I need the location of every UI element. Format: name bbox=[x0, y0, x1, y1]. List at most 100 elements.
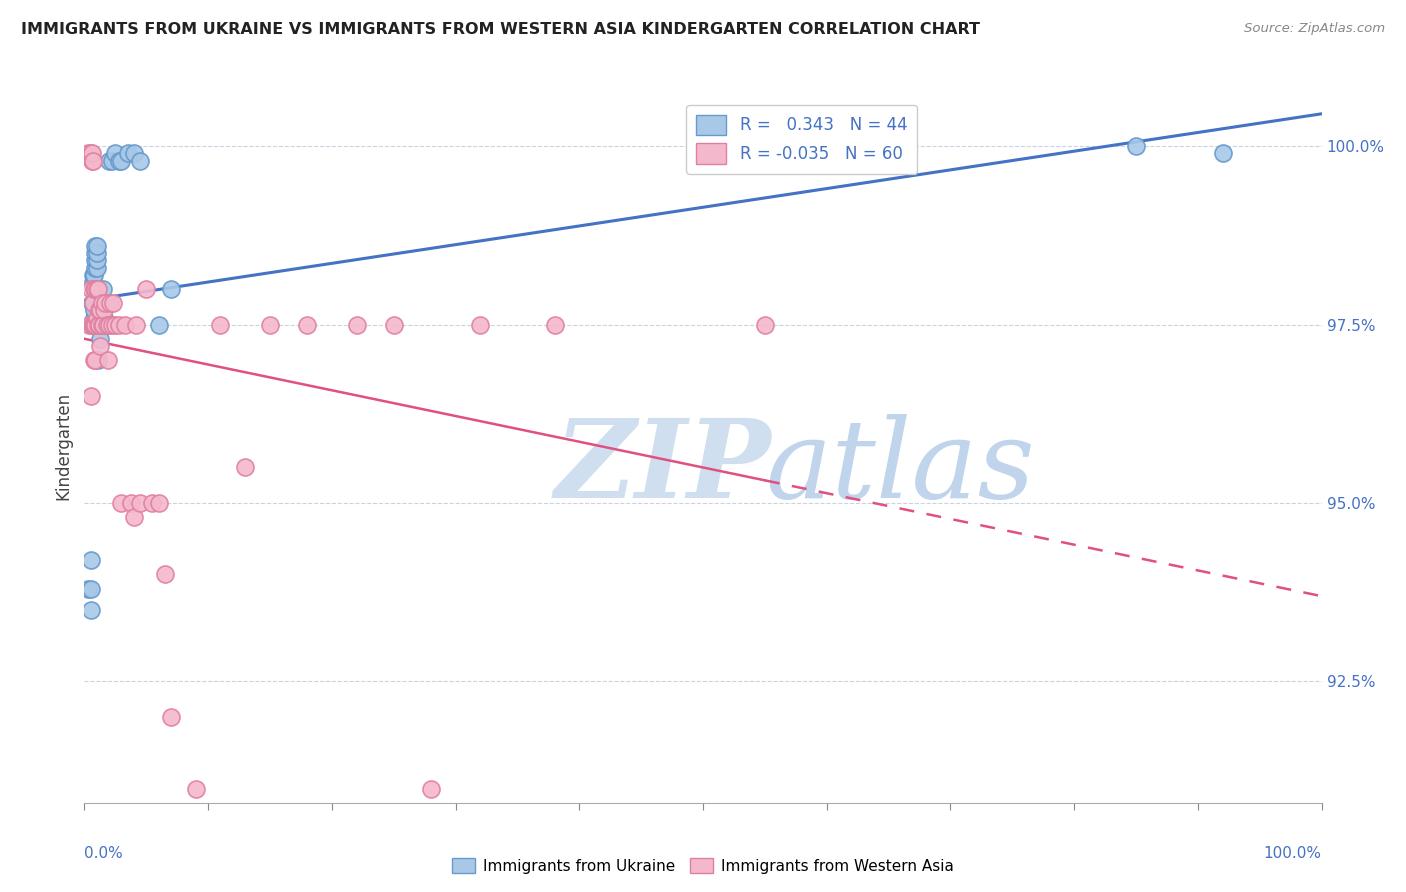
Point bbox=[91, 282, 114, 296]
Point bbox=[86, 239, 108, 253]
Point bbox=[79, 146, 101, 161]
Point bbox=[122, 146, 145, 161]
Point bbox=[233, 460, 256, 475]
Point bbox=[141, 496, 163, 510]
Text: atlas: atlas bbox=[765, 414, 1035, 521]
Point bbox=[98, 153, 121, 168]
Point bbox=[80, 318, 103, 332]
Point bbox=[87, 318, 110, 332]
Y-axis label: Kindergarten: Kindergarten bbox=[55, 392, 73, 500]
Point bbox=[153, 567, 176, 582]
Point bbox=[84, 253, 107, 268]
Point bbox=[93, 303, 115, 318]
Point bbox=[209, 318, 232, 332]
Point bbox=[108, 318, 131, 332]
Point bbox=[84, 318, 107, 332]
Point bbox=[100, 153, 122, 168]
Point bbox=[1212, 146, 1234, 161]
Point bbox=[79, 282, 101, 296]
Point bbox=[82, 296, 104, 310]
Point bbox=[114, 318, 136, 332]
Point bbox=[82, 153, 104, 168]
Point bbox=[80, 296, 103, 310]
Text: 100.0%: 100.0% bbox=[1264, 846, 1322, 861]
Point bbox=[84, 239, 107, 253]
Point bbox=[470, 318, 492, 332]
Point bbox=[129, 496, 152, 510]
Point bbox=[754, 318, 776, 332]
Point bbox=[80, 318, 103, 332]
Point bbox=[83, 318, 105, 332]
Point bbox=[84, 260, 107, 275]
Point bbox=[110, 496, 132, 510]
Point bbox=[108, 153, 131, 168]
Point bbox=[543, 318, 565, 332]
Point bbox=[94, 296, 117, 310]
Point bbox=[86, 310, 108, 325]
Point bbox=[120, 496, 142, 510]
Point bbox=[98, 318, 121, 332]
Point bbox=[184, 781, 207, 796]
Point bbox=[89, 332, 111, 346]
Point bbox=[79, 318, 101, 332]
Point bbox=[89, 310, 111, 325]
Point bbox=[148, 318, 170, 332]
Point bbox=[135, 282, 157, 296]
Point bbox=[96, 296, 118, 310]
Point bbox=[83, 268, 105, 282]
Point bbox=[1125, 139, 1147, 153]
Point bbox=[79, 389, 101, 403]
Text: 0.0%: 0.0% bbox=[84, 846, 124, 861]
Point bbox=[346, 318, 368, 332]
Point bbox=[84, 282, 107, 296]
Point bbox=[104, 146, 127, 161]
Point bbox=[82, 275, 104, 289]
Point bbox=[89, 303, 111, 318]
Point bbox=[82, 296, 104, 310]
Text: Source: ZipAtlas.com: Source: ZipAtlas.com bbox=[1244, 22, 1385, 36]
Point bbox=[87, 318, 110, 332]
Point bbox=[86, 246, 108, 260]
Point bbox=[97, 353, 120, 368]
Legend: Immigrants from Ukraine, Immigrants from Western Asia: Immigrants from Ukraine, Immigrants from… bbox=[446, 852, 960, 880]
Point bbox=[93, 310, 115, 325]
Point bbox=[77, 582, 100, 596]
Point bbox=[77, 146, 100, 161]
Point bbox=[84, 246, 107, 260]
Point bbox=[100, 318, 122, 332]
Point bbox=[101, 296, 124, 310]
Legend: R =   0.343   N = 44, R = -0.035   N = 60: R = 0.343 N = 44, R = -0.035 N = 60 bbox=[686, 104, 917, 174]
Point bbox=[83, 282, 105, 296]
Point bbox=[89, 339, 111, 353]
Point bbox=[89, 303, 111, 318]
Point bbox=[148, 496, 170, 510]
Point bbox=[86, 253, 108, 268]
Point bbox=[91, 318, 114, 332]
Point bbox=[419, 781, 441, 796]
Point bbox=[83, 310, 105, 325]
Point bbox=[94, 318, 117, 332]
Point bbox=[89, 318, 111, 332]
Point bbox=[83, 303, 105, 318]
Point bbox=[125, 318, 148, 332]
Point bbox=[90, 296, 112, 310]
Point bbox=[86, 282, 108, 296]
Point bbox=[79, 603, 101, 617]
Point bbox=[89, 303, 111, 318]
Point bbox=[80, 153, 103, 168]
Point bbox=[79, 553, 101, 567]
Point bbox=[84, 353, 107, 368]
Point bbox=[80, 146, 103, 161]
Point bbox=[96, 318, 118, 332]
Point bbox=[98, 296, 121, 310]
Point bbox=[259, 318, 281, 332]
Point bbox=[295, 318, 318, 332]
Point bbox=[90, 296, 112, 310]
Point bbox=[117, 146, 139, 161]
Point bbox=[129, 153, 152, 168]
Point bbox=[82, 268, 104, 282]
Point bbox=[104, 318, 127, 332]
Point bbox=[82, 318, 104, 332]
Point bbox=[79, 582, 101, 596]
Point bbox=[90, 318, 112, 332]
